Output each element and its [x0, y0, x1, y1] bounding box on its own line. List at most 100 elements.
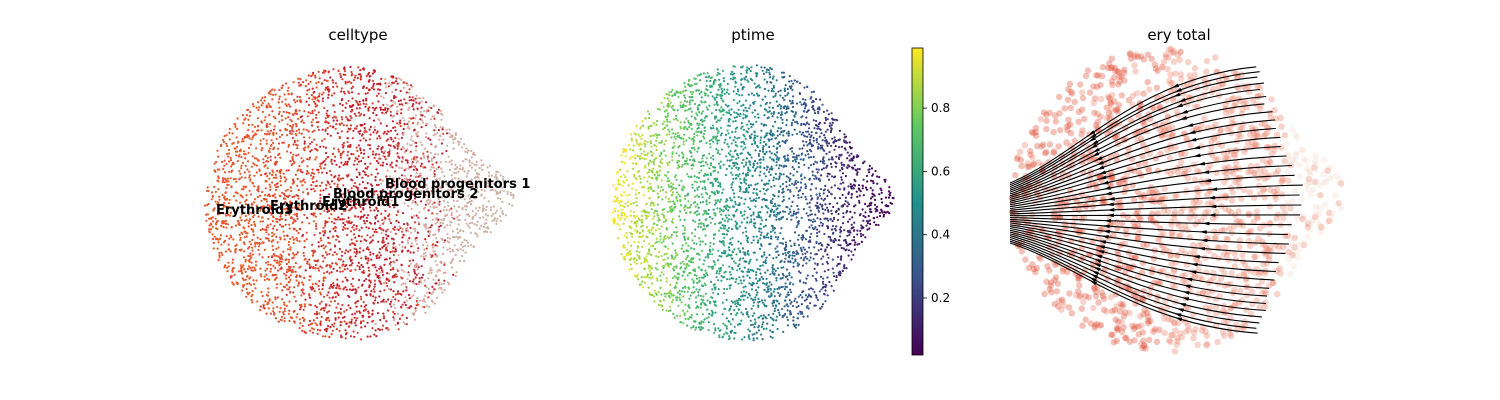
point-ptime [775, 164, 778, 167]
point-ptime [734, 177, 738, 180]
point-blood-progenitors-2 [443, 226, 446, 229]
point-erythroid1 [423, 258, 426, 261]
point-erythroid3 [240, 267, 243, 270]
point-erythroid3 [222, 226, 225, 229]
point-erythroid1 [379, 318, 382, 322]
point-erythroid3 [256, 129, 259, 132]
point-erythroid2 [340, 321, 343, 324]
point-erythroid3 [306, 172, 309, 175]
point-ptime [682, 322, 685, 325]
point-erythroid1 [441, 128, 444, 131]
point-erythroid3 [275, 137, 278, 140]
point-erythroid3 [214, 190, 217, 193]
point-erythroid2 [345, 308, 348, 311]
point-erythroid1 [390, 161, 393, 164]
point-erythroid1 [414, 276, 417, 279]
point-erythroid2 [282, 313, 285, 316]
point-erythroid1 [385, 230, 388, 233]
point-erythroid2 [328, 252, 331, 255]
point-erythroid1 [391, 276, 394, 279]
point-blood-progenitors-2 [482, 204, 485, 207]
point-erythroid2 [332, 81, 335, 84]
point-blood-progenitors-1 [499, 197, 502, 200]
point-erythroid1 [325, 171, 328, 175]
point-erythroid2 [303, 276, 306, 279]
point-erythroid3 [246, 282, 249, 285]
point-ptime [819, 218, 822, 221]
point-blood-progenitors-1 [453, 205, 456, 208]
point-erythroid3 [231, 258, 235, 261]
point-erythroid2 [287, 169, 290, 172]
point-erythroid1 [357, 261, 360, 264]
point-erythroid1 [351, 277, 355, 280]
point-erythroid3 [328, 183, 331, 186]
point-erythroid3 [215, 223, 218, 226]
point-erythroid2 [350, 116, 353, 120]
point-blood-progenitors-1 [424, 226, 427, 229]
point-ptime [629, 210, 632, 213]
point-erythroid3 [270, 206, 273, 209]
point-erythroid2 [308, 142, 312, 145]
point-ptime [651, 134, 654, 137]
point-erythroid3 [216, 149, 219, 152]
point-erythroid1 [402, 233, 405, 236]
point-blood-progenitors-1 [496, 197, 500, 200]
point-erythroid2 [330, 220, 333, 223]
point-ptime [668, 99, 671, 102]
point-erythroid2 [431, 243, 435, 246]
point-erythroid2 [415, 187, 418, 190]
point-ptime [840, 161, 843, 164]
point-erythroid1 [369, 293, 372, 296]
point-blood-progenitors-1 [486, 230, 489, 234]
point-erythroid1 [398, 103, 401, 106]
point-erythroid1 [350, 320, 353, 323]
point-erythroid2 [357, 66, 360, 69]
point-blood-progenitors-2 [389, 230, 392, 233]
point-erythroid3 [236, 160, 239, 163]
point-blood-progenitors-2 [400, 78, 403, 81]
point-ptime [812, 257, 815, 260]
point-ptime [792, 152, 795, 155]
point-erythroid1 [338, 165, 341, 168]
point-erythroid3 [286, 188, 289, 191]
point-erythroid2 [394, 195, 397, 198]
point-erythroid3 [244, 157, 247, 160]
point-erythroid2 [408, 264, 411, 268]
point-ptime [619, 175, 622, 179]
point-erythroid3 [251, 293, 254, 296]
point-erythroid3 [237, 220, 240, 223]
point-ptime [713, 263, 717, 266]
point-blood-progenitors-1 [446, 224, 449, 227]
point-erythroid2 [413, 221, 417, 224]
point-erythroid1 [357, 130, 360, 133]
point-erythroid3 [261, 146, 264, 150]
point-erythroid2 [350, 70, 353, 74]
point-blood-progenitors-2 [451, 135, 454, 139]
point-erythroid1 [387, 192, 390, 195]
point-erythroid2 [365, 130, 368, 133]
point-erythroid2 [288, 105, 292, 108]
point-ptime [757, 324, 761, 327]
point-ptime [834, 210, 838, 214]
point-erythroid3 [271, 98, 274, 101]
point-ptime [739, 186, 742, 189]
point-erythroid1 [387, 85, 390, 88]
point-ptime [752, 298, 755, 301]
point-erythroid3 [248, 189, 251, 192]
point-ptime [617, 214, 620, 217]
point-ptime [767, 89, 770, 92]
point-ptime [821, 139, 824, 142]
point-erythroid1 [375, 114, 378, 117]
point-blood-progenitors-1 [502, 212, 505, 215]
point-erythroid1 [414, 307, 417, 310]
point-ptime [614, 209, 617, 212]
point-erythroid3 [241, 188, 244, 191]
point-blood-progenitors-2 [420, 176, 423, 179]
point-ptime [721, 217, 724, 221]
point-erythroid2 [291, 257, 294, 260]
point-ptime [684, 211, 688, 214]
point-blood-progenitors-2 [395, 110, 398, 113]
point-erythroid2 [274, 117, 277, 120]
point-erythroid1 [397, 228, 400, 231]
point-erythroid1 [367, 192, 370, 195]
